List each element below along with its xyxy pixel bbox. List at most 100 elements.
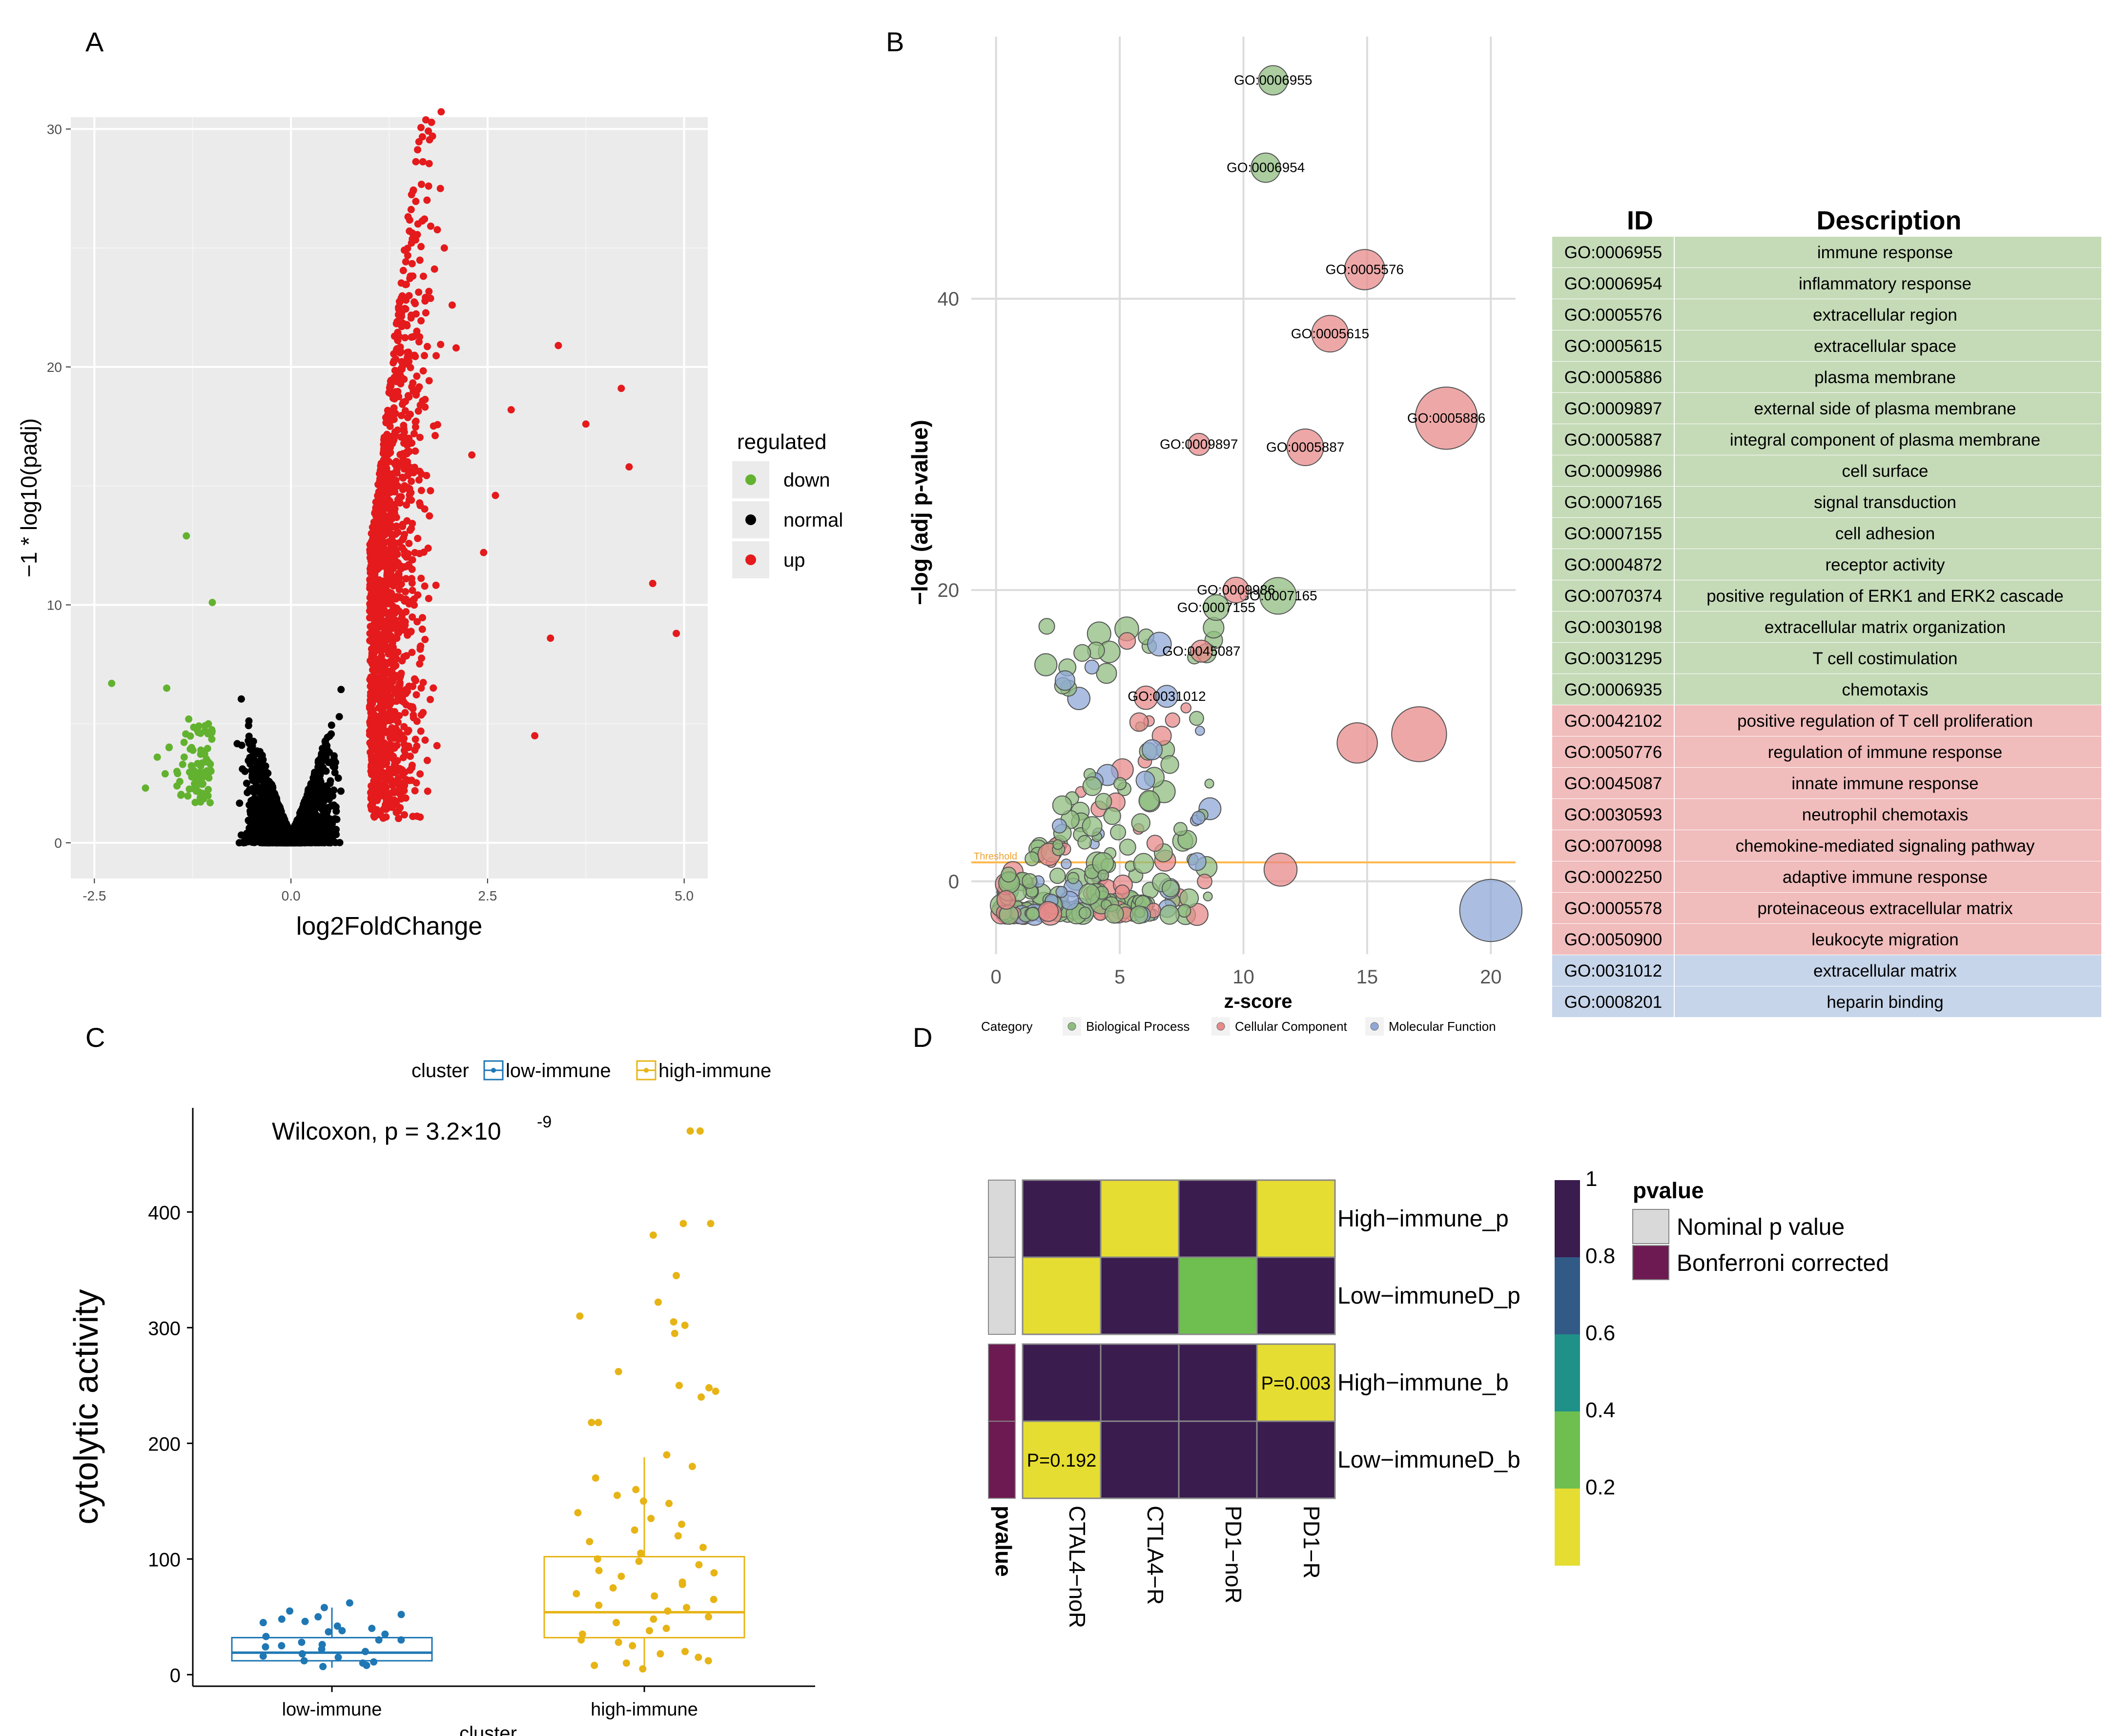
point-high-immune — [704, 1613, 712, 1621]
up-point — [371, 599, 379, 607]
up-point — [403, 553, 410, 561]
point-high-immune — [683, 1604, 691, 1612]
up-point — [401, 563, 409, 571]
normal-point — [287, 839, 294, 847]
x-tick-label: 10 — [1232, 966, 1254, 988]
go-bubble — [1052, 818, 1067, 834]
down-point — [165, 744, 173, 752]
colorbar-tick-label: 0.8 — [1585, 1244, 1615, 1268]
up-point — [376, 760, 384, 768]
table-cell-id: GO:0006935 — [1564, 680, 1662, 699]
heatmap-row-label: Low−immuneD_b — [1337, 1447, 1520, 1473]
normal-point — [259, 828, 267, 836]
point-low-immune — [318, 1641, 326, 1649]
up-point — [399, 486, 407, 493]
volcano-legend-title: regulated — [737, 430, 826, 454]
table-row-CC — [1552, 736, 2101, 768]
point-low-immune — [300, 1657, 308, 1665]
down-point — [208, 735, 216, 743]
down-point — [183, 532, 190, 540]
go-bubble — [1026, 907, 1040, 921]
go-bubble — [1067, 872, 1080, 884]
up-point — [382, 591, 390, 599]
colorbar-tick-label: 0.6 — [1585, 1321, 1615, 1345]
up-point — [507, 406, 515, 414]
point-low-immune — [338, 1627, 346, 1634]
up-point — [394, 815, 402, 822]
table-row-CC — [1552, 893, 2101, 924]
up-point — [385, 678, 393, 686]
up-point — [492, 491, 499, 499]
y-tick-label: 40 — [938, 288, 960, 310]
go-bubble — [1082, 776, 1102, 797]
go-bubble — [1133, 853, 1154, 874]
down-point — [208, 599, 216, 606]
go-bubble-unlabeled-15 — [1459, 878, 1523, 942]
point-high-immune — [707, 1220, 715, 1227]
up-point — [400, 723, 408, 731]
up-point — [413, 812, 421, 820]
go-bubble — [1141, 739, 1163, 760]
normal-point — [246, 746, 254, 754]
up-point — [385, 436, 393, 444]
up-point — [582, 420, 590, 428]
go-bubble — [1160, 755, 1179, 774]
up-point — [386, 520, 393, 528]
x-tick-label: -2.5 — [82, 888, 106, 903]
up-point — [376, 690, 384, 697]
point-high-immune — [663, 1451, 671, 1459]
up-point — [366, 739, 374, 747]
up-point — [414, 534, 422, 542]
up-point — [390, 404, 398, 412]
up-point — [404, 728, 411, 736]
normal-point — [274, 837, 282, 845]
go-legend-label: Cellular Component — [1235, 1019, 1348, 1034]
up-point — [426, 695, 434, 703]
up-point — [385, 798, 393, 806]
normal-point — [275, 805, 283, 813]
table-cell-description: cell surface — [1842, 462, 1928, 481]
up-point — [433, 226, 441, 234]
y-tick-label: 100 — [148, 1549, 181, 1571]
down-point — [179, 760, 186, 768]
up-point — [397, 347, 405, 355]
point-high-immune — [615, 1638, 622, 1646]
up-point — [405, 434, 413, 442]
point-high-immune — [594, 1555, 601, 1563]
up-point — [392, 458, 400, 466]
up-point — [448, 301, 456, 309]
volcano-point-cloud — [108, 108, 680, 847]
point-high-immune — [639, 1497, 647, 1505]
point-high-immune — [664, 1607, 672, 1615]
up-point — [440, 244, 448, 252]
up-point — [405, 742, 412, 750]
table-cell-description: cell adhesion — [1835, 524, 1935, 543]
up-point — [384, 572, 391, 580]
up-point — [405, 540, 413, 548]
point-low-immune — [278, 1642, 286, 1650]
up-point — [380, 805, 388, 813]
normal-point — [264, 823, 271, 831]
down-point — [190, 723, 198, 731]
up-point — [417, 181, 425, 188]
normal-point — [254, 767, 262, 775]
normal-point — [328, 836, 335, 843]
heatmap-cell-label: P=0.192 — [1027, 1450, 1097, 1471]
down-point — [205, 720, 212, 728]
up-point — [367, 802, 375, 810]
go-bubble — [1078, 906, 1091, 919]
normal-point — [328, 721, 335, 729]
point-high-immune — [592, 1474, 599, 1482]
down-point — [186, 732, 194, 740]
table-cell-id: GO:0031295 — [1564, 649, 1662, 668]
table-row-BP — [1552, 362, 2101, 393]
table-cell-description: innate immune response — [1791, 774, 1978, 793]
normal-point — [335, 713, 343, 720]
up-point — [419, 158, 427, 165]
point-high-immune — [657, 1650, 664, 1658]
up-point — [381, 478, 389, 486]
up-point — [388, 611, 396, 618]
up-point — [377, 517, 385, 525]
up-point — [410, 333, 417, 341]
point-low-immune — [320, 1604, 328, 1612]
